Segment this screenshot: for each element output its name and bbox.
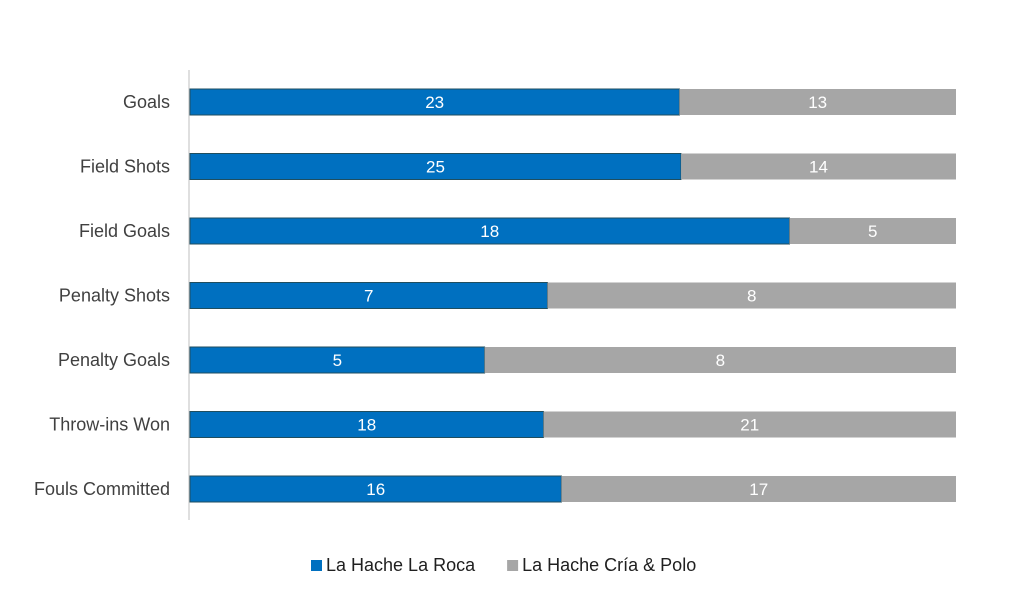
bar-cria-polo-3 bbox=[547, 282, 956, 309]
data-label-cria-polo-0: 13 bbox=[808, 93, 827, 112]
data-label-la-roca-2: 18 bbox=[480, 222, 499, 241]
bar-cria-polo-6 bbox=[561, 476, 956, 502]
category-label-6: Fouls Committed bbox=[34, 479, 170, 499]
legend-label-0: La Hache La Roca bbox=[326, 555, 476, 575]
legend-swatch-1 bbox=[507, 560, 519, 571]
legend: La Hache La Roca La Hache Cría & Polo bbox=[311, 555, 696, 575]
bar-la-roca-4 bbox=[189, 346, 486, 374]
data-label-la-roca-1: 25 bbox=[426, 158, 445, 177]
bar-la-roca-5 bbox=[189, 411, 545, 438]
data-label-cria-polo-2: 5 bbox=[868, 222, 877, 241]
data-label-cria-polo-5: 21 bbox=[740, 416, 759, 435]
data-label-la-roca-0: 23 bbox=[425, 93, 444, 112]
data-label-cria-polo-4: 8 bbox=[716, 351, 725, 370]
category-label-3: Penalty Shots bbox=[59, 286, 170, 306]
category-labels: Goals Field Shots Field Goals Penalty Shots… bbox=[34, 92, 170, 499]
data-label-la-roca-5: 18 bbox=[357, 416, 376, 435]
data-label-cria-polo-1: 14 bbox=[809, 158, 828, 177]
bar-cria-polo-1 bbox=[681, 153, 956, 180]
data-label-cria-polo-6: 17 bbox=[749, 480, 768, 499]
bar-cria-polo-0 bbox=[679, 89, 956, 115]
category-label-1: Field Shots bbox=[80, 157, 170, 177]
data-label-la-roca-4: 5 bbox=[333, 351, 342, 370]
bars-layer: 23 13 25 14 18 5 7 8 5 8 18 21 16 17 bbox=[189, 88, 956, 503]
category-label-4: Penalty Goals bbox=[58, 350, 170, 370]
bar-cria-polo-4 bbox=[484, 347, 956, 373]
legend-swatch-0 bbox=[311, 560, 322, 571]
bar-cria-polo-2 bbox=[789, 218, 956, 244]
category-label-2: Field Goals bbox=[79, 221, 170, 241]
bar-cria-polo-5 bbox=[543, 411, 956, 438]
category-label-5: Throw-ins Won bbox=[49, 415, 170, 435]
data-label-la-roca-3: 7 bbox=[364, 287, 373, 306]
legend-label-1: La Hache Cría & Polo bbox=[522, 555, 696, 575]
bar-la-roca-1 bbox=[189, 153, 682, 180]
bar-la-roca-0 bbox=[189, 88, 680, 116]
bar-la-roca-3 bbox=[189, 282, 548, 309]
category-label-0: Goals bbox=[123, 92, 170, 112]
data-label-la-roca-6: 16 bbox=[366, 480, 385, 499]
data-label-cria-polo-3: 8 bbox=[747, 287, 756, 306]
